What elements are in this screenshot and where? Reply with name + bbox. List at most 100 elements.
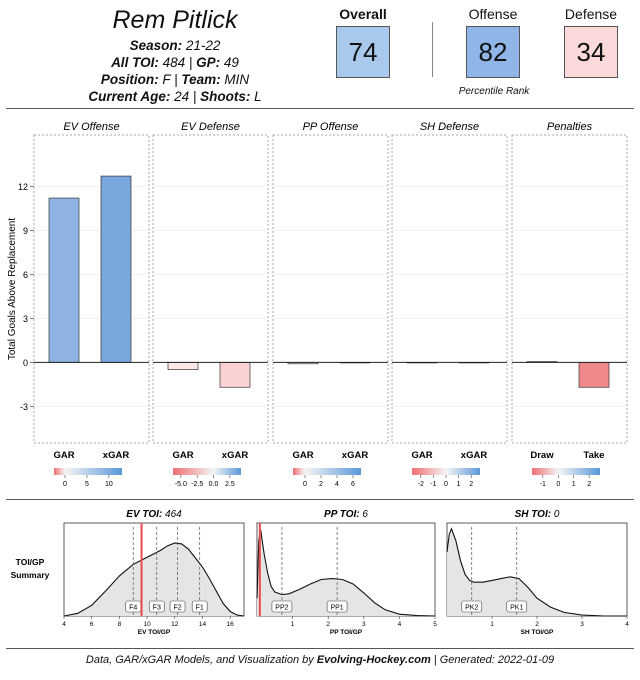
x-axis-label: PP TOI/GP: [330, 629, 363, 636]
percentile-rank-note: Percentile Rank: [458, 86, 530, 97]
legend-tick-label: 2: [587, 481, 591, 488]
toi-panel-title: PP TOI: 6: [324, 509, 368, 520]
gp-value: 49: [223, 55, 239, 70]
legend-bar: [293, 468, 361, 475]
header-divider: [6, 108, 634, 109]
panel-frame: [33, 134, 150, 444]
overall-label: Overall: [339, 6, 387, 22]
x-category-label: xGAR: [342, 450, 369, 461]
legend-bar: [54, 468, 122, 475]
defense-rank: Defense 34: [564, 6, 618, 78]
x-tick-label: 4: [398, 621, 402, 628]
season-value: 21-22: [185, 38, 221, 53]
toi-panel-title: SH TOI: 0: [515, 509, 560, 520]
x-category-label: GAR: [292, 450, 313, 461]
x-tick-label: 4: [62, 621, 66, 628]
x-tick-label: 8: [118, 621, 122, 628]
marker-label: F2: [173, 605, 181, 612]
panel-frame: [391, 134, 508, 444]
toi-gp-line: All TOI: 484 | GP: 49: [111, 55, 239, 70]
summary-label: Summary: [11, 570, 50, 580]
panel-ev-defense: EV Defense GAR xGAR -5.0 -2.5 0.0 2.5: [152, 121, 269, 488]
x-axis-label: EV TOI/GP: [138, 629, 171, 636]
legend-tick-label: 10: [105, 481, 113, 488]
age-shoots-line: Current Age: 24 | Shoots: L: [88, 89, 262, 104]
legend-tick-label: 6: [351, 481, 355, 488]
panel-title: PP Offense: [303, 121, 359, 133]
shoots-label: Shoots: [200, 89, 246, 104]
team-label: Team: [181, 72, 217, 87]
toi-label: All TOI: [111, 55, 155, 70]
offense-label: Offense: [468, 6, 518, 22]
legend-tick-label: 2: [319, 481, 323, 488]
x-tick-label: 12: [171, 621, 179, 628]
toi-panel-1: EV TOI: 464 F4 F3 F2 F1 4 6 8 10 12 14 16 EV TOI/GP: [62, 509, 245, 636]
x-category-label: xGAR: [461, 450, 488, 461]
bar-gar: [167, 361, 199, 371]
marker-box: [271, 600, 293, 613]
toi-panel-3: SH TOI: 0 PK2 PK1 1 2 3 4 SH TOI/GP: [446, 509, 629, 636]
legend-bar: [532, 468, 600, 475]
marker-box: [169, 600, 186, 613]
marker-box: [506, 600, 528, 613]
gp-label: GP: [196, 55, 216, 70]
offense-rank: Offense 82: [466, 6, 520, 78]
y-tick-label: 0: [23, 358, 28, 368]
x-tick-label: 14: [199, 621, 207, 628]
marker-box: [461, 600, 483, 613]
marker-box: [326, 600, 348, 613]
marker-label: PP2: [275, 605, 288, 612]
legend-tick-label: 0.0: [209, 481, 219, 488]
legend-tick-label: 1: [457, 481, 461, 488]
legend-tick-label: 5: [85, 481, 89, 488]
density-area: [447, 528, 627, 616]
density-area: [257, 529, 435, 616]
legend-tick-label: 2.5: [225, 481, 235, 488]
rank-divider: [432, 22, 433, 77]
x-tick-label: 10: [143, 621, 151, 628]
position-team-line: Position: F | Team: MIN: [100, 72, 250, 87]
panel-title: Penalties: [547, 121, 593, 133]
panel-title: SH Defense: [420, 121, 479, 133]
legend-tick-label: 0: [303, 481, 307, 488]
defense-label: Defense: [564, 6, 618, 22]
overall-box: 74: [336, 26, 390, 78]
legend-bar: [173, 468, 241, 475]
x-axis-label: SH TOI/GP: [521, 629, 554, 636]
legend-tick-label: 0: [556, 481, 560, 488]
gar-bar-chart: Total Goals Above Replacement-3036912EV …: [7, 121, 628, 488]
legend-tick-label: -5.0: [175, 481, 187, 488]
legend-tick-label: 2: [469, 481, 473, 488]
y-tick-label: 6: [23, 270, 28, 280]
y-axis-label: Total Goals Above Replacement: [7, 218, 18, 361]
age-value: 24: [174, 89, 190, 104]
x-category-label: GAR: [411, 450, 432, 461]
x-tick-label: 1: [291, 621, 295, 628]
x-tick-label: 2: [535, 621, 539, 628]
x-tick-label: 6: [90, 621, 94, 628]
density-area: [64, 543, 244, 616]
panel-frame: [511, 134, 628, 444]
footer-divider: [6, 648, 634, 649]
legend-tick-label: 0: [63, 481, 67, 488]
marker-box: [148, 600, 165, 613]
summary-label: TOI/GP: [16, 557, 45, 567]
bar-xgar: [100, 175, 132, 363]
x-tick-label: 5: [433, 621, 437, 628]
toi-value: 484: [162, 55, 186, 70]
x-tick-label: 4: [625, 621, 629, 628]
x-category-label: GAR: [53, 450, 74, 461]
legend-tick-label: -2: [418, 481, 424, 488]
legend-bar: [412, 468, 480, 475]
marker-label: PK1: [510, 605, 523, 612]
x-tick-label: 16: [227, 621, 235, 628]
team-value: MIN: [224, 72, 250, 87]
marker-box: [191, 600, 208, 613]
panel-title: EV Offense: [63, 121, 119, 133]
marker-label: F1: [196, 605, 204, 612]
density-line: [63, 542, 245, 617]
panel-ev-offense: EV Offense GAR xGAR 0 5 10: [33, 121, 150, 488]
footer-site: Evolving-Hockey.com: [316, 654, 431, 666]
player-name: Rem Pitlick: [112, 6, 238, 34]
